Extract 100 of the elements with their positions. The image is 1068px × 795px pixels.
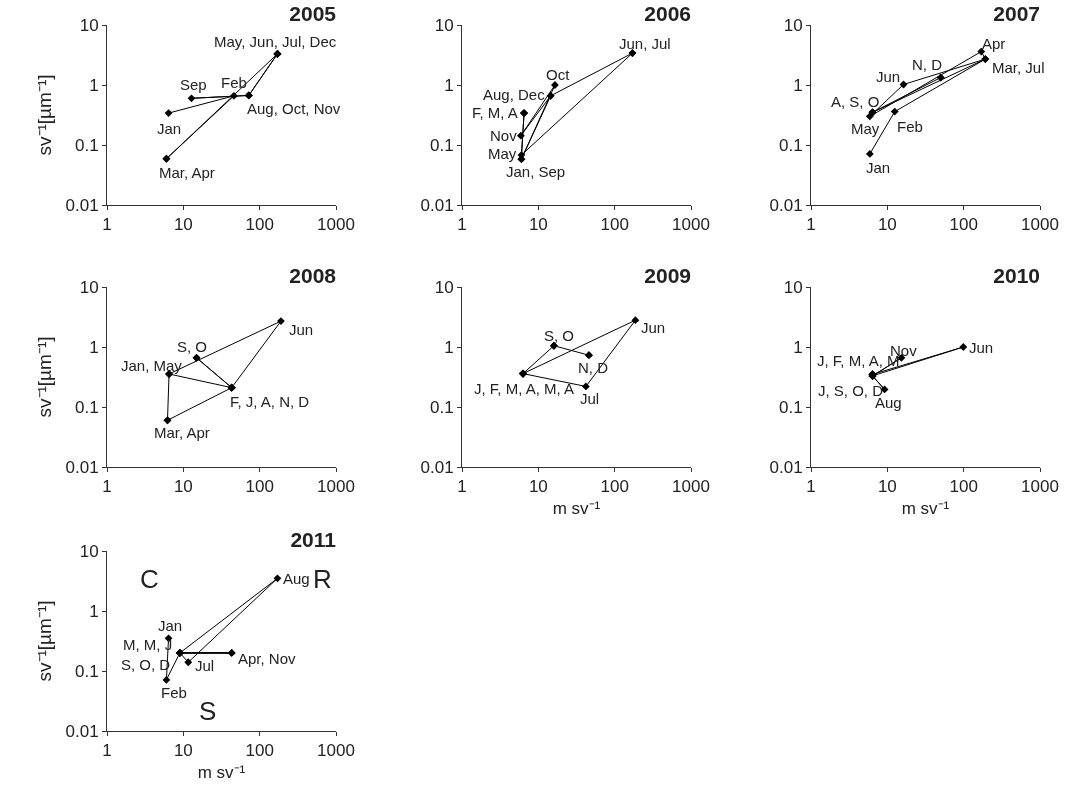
x-tick-label: 1 [457,477,467,497]
x-tick-label: 10 [877,477,897,497]
annotation: Jul [580,390,600,407]
annotation: Feb [161,684,187,701]
y-tick-label: 1 [89,601,99,621]
y-tick-label: 10 [783,15,803,35]
annotation: Jun [876,68,901,85]
x-axis-title: m sv⁻¹ [901,498,950,518]
annotation: Feb [897,118,923,135]
y-tick-label: 10 [79,277,99,297]
x-tick-label: 1000 [317,741,355,761]
y-tick-label: 0.1 [778,135,803,155]
y-tick-label: 10 [434,15,454,35]
x-tick-label: 1 [806,215,816,235]
annotation: Jun [289,321,314,338]
annotation: Jan, Sep [506,163,566,180]
y-tick-label: 0.01 [420,457,454,477]
annotation: C [140,564,159,594]
y-tick-label: 10 [79,15,99,35]
x-tick-label: 1000 [1021,215,1059,235]
y-tick-label: 10 [434,277,454,297]
x-tick-label: 100 [600,215,629,235]
annotation: Feb [221,74,247,91]
y-axis-title: sv⁻¹[µm⁻¹] [34,74,56,156]
x-axis-title: m sv⁻¹ [552,498,601,518]
x-tick-label: 10 [528,477,548,497]
y-tick-label: 0.01 [65,721,99,741]
y-tick-label: 0.01 [65,195,99,215]
annotation: Apr [982,35,1006,52]
annotation: Jun [969,339,994,356]
x-tick-label: 10 [877,215,897,235]
y-tick-label: 1 [444,75,454,95]
annotation: A, S, O [831,93,880,110]
x-tick-label: 100 [245,477,274,497]
annotation: S [199,696,217,726]
annotation: Mar, Apr [154,424,210,441]
x-tick-label: 1 [806,477,816,497]
x-tick-label: 100 [600,477,629,497]
annotation: Jan [157,120,182,137]
y-tick-label: 0.01 [65,457,99,477]
annotation: N, D [912,56,943,73]
annotation: Mar, Jul [992,59,1045,76]
x-axis-title: m sv⁻¹ [197,762,246,782]
chart-title: 2011 [290,528,337,551]
x-tick-label: 1 [102,741,112,761]
x-tick-label: 1 [102,215,112,235]
annotation: Jun [641,319,666,336]
chart-title: 2008 [289,264,337,287]
chart-title: 2010 [993,264,1040,287]
annotation: Mar, Apr [159,164,215,181]
x-tick-label: 100 [245,741,274,761]
y-axis-title: sv⁻¹[µm⁻¹] [34,600,56,682]
y-tick-label: 1 [793,337,803,357]
y-tick-label: 0.1 [778,397,803,417]
y-tick-label: 0.1 [74,661,99,681]
x-tick-label: 100 [245,215,274,235]
chart-title: 2006 [644,2,691,25]
x-tick-label: 1000 [672,477,710,497]
annotation: F, J, A, N, D [230,393,310,410]
annotation: F, M, A [472,104,518,121]
annotation: May [851,120,880,137]
y-axis-title: sv⁻¹[µm⁻¹] [34,336,56,418]
annotation: Jan, May [121,357,183,374]
y-tick-label: 0.1 [74,397,99,417]
annotation: Aug, Dec [483,86,546,103]
annotation: R [313,564,332,594]
x-tick-label: 1 [102,477,112,497]
chart-title: 2009 [644,264,691,287]
y-tick-label: 0.1 [429,135,454,155]
annotation: Jun, Jul [619,35,671,52]
x-tick-label: 1000 [317,215,355,235]
annotation: Jul [195,657,215,674]
y-tick-label: 1 [89,75,99,95]
annotation: Aug, Oct, Nov [247,100,341,117]
x-tick-label: 10 [173,741,193,761]
x-tick-label: 1 [457,215,467,235]
annotation: Nov [490,127,518,144]
y-tick-label: 0.01 [769,195,803,215]
annotation: Oct [546,66,571,83]
y-tick-label: 0.1 [74,135,99,155]
y-tick-label: 0.1 [429,397,454,417]
y-tick-label: 1 [444,337,454,357]
annotation: Aug [283,570,310,587]
x-tick-label: 1000 [317,477,355,497]
y-tick-label: 10 [783,277,803,297]
annotation: Jan [158,617,183,634]
x-tick-label: 1000 [1021,477,1059,497]
x-tick-label: 100 [949,215,978,235]
x-tick-label: 100 [949,477,978,497]
annotation: J, F, M, A, M, A [474,380,575,397]
y-tick-label: 0.01 [420,195,454,215]
x-tick-label: 10 [173,215,193,235]
y-tick-label: 0.01 [769,457,803,477]
x-tick-label: 1000 [672,215,710,235]
annotation: Sep [180,76,207,93]
annotation: Apr, Nov [238,650,297,667]
annotation: May [488,145,517,162]
x-tick-label: 10 [528,215,548,235]
annotation: Jan [866,159,891,176]
y-tick-label: 1 [89,337,99,357]
